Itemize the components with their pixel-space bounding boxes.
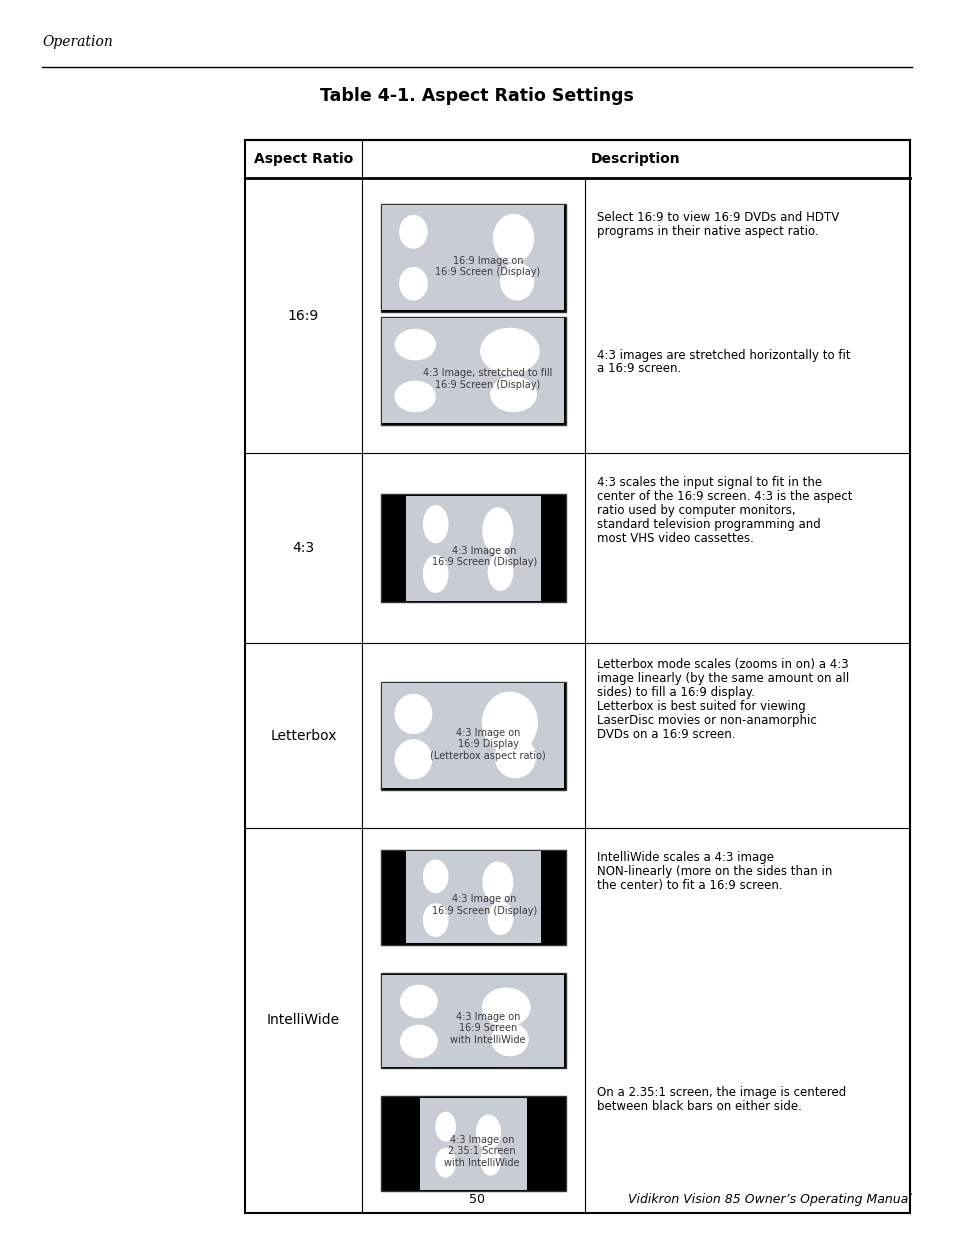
Ellipse shape [423,556,447,593]
Text: Operation: Operation [42,35,112,49]
Ellipse shape [490,377,536,411]
Text: standard television programming and: standard television programming and [597,517,820,531]
Bar [380,682,565,789]
Text: Select 16:9 to view 16:9 DVDs and HDTV: Select 16:9 to view 16:9 DVDs and HDTV [597,211,839,224]
Ellipse shape [491,1024,528,1056]
Ellipse shape [482,508,512,553]
Bar [380,1097,565,1192]
Bar [382,683,564,788]
Text: 4:3 images are stretched horizontally to fit: 4:3 images are stretched horizontally to… [597,348,850,362]
Ellipse shape [423,904,447,936]
Text: 4:3 scales the input signal to fit in the: 4:3 scales the input signal to fit in th… [597,475,821,489]
Ellipse shape [436,1149,455,1177]
Bar [406,495,540,600]
Ellipse shape [500,263,533,300]
Bar [382,205,564,310]
Ellipse shape [400,986,436,1018]
Text: sides) to fill a 16:9 display.: sides) to fill a 16:9 display. [597,685,754,699]
Text: Aspect Ratio: Aspect Ratio [253,152,353,165]
Text: Vidikron Vision 85 Owner’s Operating Manual: Vidikron Vision 85 Owner’s Operating Man… [628,1193,911,1207]
Ellipse shape [482,693,537,753]
Ellipse shape [399,216,427,248]
Ellipse shape [493,215,533,262]
Ellipse shape [395,740,431,779]
Text: NON-linearly (more on the sides than in: NON-linearly (more on the sides than in [597,864,832,878]
Text: 4:3 Image on
16:9 Display
(Letterbox aspect ratio): 4:3 Image on 16:9 Display (Letterbox asp… [430,727,545,761]
Text: Letterbox is best suited for viewing: Letterbox is best suited for viewing [597,700,805,713]
Text: center of the 16:9 screen. 4:3 is the aspect: center of the 16:9 screen. 4:3 is the as… [597,490,852,503]
Text: IntelliWide scales a 4:3 image: IntelliWide scales a 4:3 image [597,851,773,864]
Ellipse shape [423,861,447,893]
Text: the center) to fit a 16:9 screen.: the center) to fit a 16:9 screen. [597,879,781,892]
Text: 50: 50 [469,1193,484,1207]
Ellipse shape [436,1113,455,1141]
Ellipse shape [488,553,512,590]
Ellipse shape [395,382,435,411]
Bar [380,850,565,945]
Text: Letterbox: Letterbox [270,729,336,742]
Ellipse shape [399,268,427,300]
Ellipse shape [480,1146,499,1174]
Text: DVDs on a 16:9 screen.: DVDs on a 16:9 screen. [597,727,735,741]
Bar [380,204,565,311]
Text: 4:3 Image on
16:9 Screen
with IntelliWide: 4:3 Image on 16:9 Screen with IntelliWid… [450,1011,525,1045]
Text: 16:9: 16:9 [288,309,319,322]
Text: 4:3 Image on
2.35:1 Screen
with IntelliWide: 4:3 Image on 2.35:1 Screen with IntelliW… [444,1135,519,1168]
Text: programs in their native aspect ratio.: programs in their native aspect ratio. [597,225,818,238]
Ellipse shape [395,694,431,734]
Ellipse shape [480,329,538,374]
Bar [419,1098,527,1189]
Ellipse shape [495,736,535,778]
Ellipse shape [400,1025,436,1057]
Text: LaserDisc movies or non-anamorphic: LaserDisc movies or non-anamorphic [597,714,816,727]
Bar [406,851,540,944]
Ellipse shape [488,902,512,935]
Ellipse shape [395,330,435,359]
Ellipse shape [423,506,447,542]
Bar [382,974,564,1067]
Text: ratio used by computer monitors,: ratio used by computer monitors, [597,504,795,516]
Text: 4:3 Image, stretched to fill
16:9 Screen (Display): 4:3 Image, stretched to fill 16:9 Screen… [423,368,552,390]
Text: 4:3: 4:3 [293,541,314,555]
Ellipse shape [482,862,512,902]
Bar [380,494,565,601]
Bar [382,317,564,424]
Text: image linearly (by the same amount on all: image linearly (by the same amount on al… [597,672,848,684]
Bar [380,973,565,1068]
Text: IntelliWide: IntelliWide [267,1014,339,1028]
Ellipse shape [476,1115,499,1150]
Text: Table 4-1. Aspect Ratio Settings: Table 4-1. Aspect Ratio Settings [319,86,634,105]
Bar [380,316,565,425]
Text: On a 2.35:1 screen, the image is centered: On a 2.35:1 screen, the image is centere… [597,1086,845,1099]
Text: Letterbox mode scales (zooms in on) a 4:3: Letterbox mode scales (zooms in on) a 4:… [597,658,848,671]
Ellipse shape [482,988,529,1026]
Text: a 16:9 screen.: a 16:9 screen. [597,363,680,375]
Text: between black bars on either side.: between black bars on either side. [597,1100,801,1113]
Text: 4:3 Image on
16:9 Screen (Display): 4:3 Image on 16:9 Screen (Display) [431,546,537,567]
Text: Description: Description [591,152,680,165]
Text: 16:9 Image on
16:9 Screen (Display): 16:9 Image on 16:9 Screen (Display) [435,256,540,277]
Text: most VHS video cassettes.: most VHS video cassettes. [597,532,753,545]
Text: 4:3 Image on
16:9 Screen (Display): 4:3 Image on 16:9 Screen (Display) [431,894,537,915]
